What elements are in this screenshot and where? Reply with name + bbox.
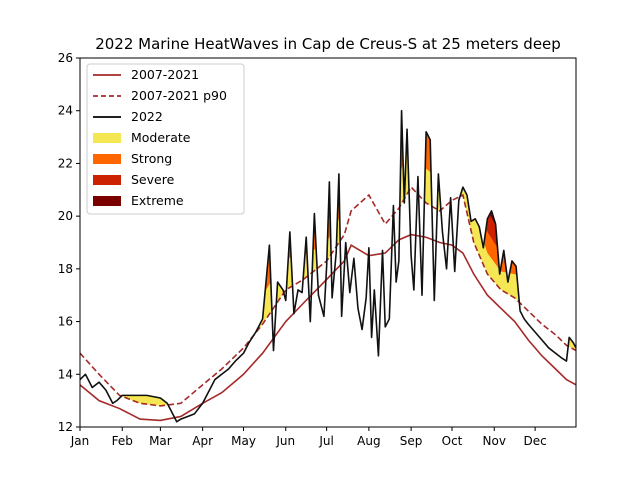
legend-box xyxy=(86,63,245,215)
legend-swatch-3 xyxy=(93,133,121,143)
x-tick-label: Nov xyxy=(483,434,506,448)
legend-label-0: 2007-2021 xyxy=(131,67,199,82)
x-tick-label: Aug xyxy=(357,434,380,448)
x-tick-label: Oct xyxy=(442,434,463,448)
series-line-climatology xyxy=(79,233,577,422)
legend-label-2: 2022 xyxy=(131,109,163,124)
y-tick-label: 14 xyxy=(58,367,73,381)
legend-label-1: 2007-2021 p90 xyxy=(131,88,227,103)
legend-label-5: Severe xyxy=(131,172,175,187)
legend-swatch-4 xyxy=(93,154,121,164)
x-tick-label: Dec xyxy=(524,434,547,448)
x-tick-label: Sep xyxy=(400,434,423,448)
legend-label-3: Moderate xyxy=(131,130,191,145)
mhw-strong-area-12 xyxy=(500,250,507,273)
plot-frame xyxy=(79,57,577,428)
x-tick-label: Mar xyxy=(149,434,172,448)
legend-swatch-5 xyxy=(93,175,121,185)
legend-label-4: Strong xyxy=(131,151,172,166)
mhw-moderate-area-2 xyxy=(276,282,284,304)
mhw-moderate-area-16 xyxy=(568,337,576,351)
legend-label-6: Extreme xyxy=(131,193,184,208)
y-tick-label: 16 xyxy=(58,315,73,329)
x-tick-label: Jan xyxy=(70,434,90,448)
x-tick-label: Jul xyxy=(318,434,333,448)
x-tick-label: Jun xyxy=(275,434,295,448)
y-tick-label: 22 xyxy=(58,156,73,170)
mhw-moderate-area-1 xyxy=(254,245,272,335)
mhw-severe-area-6 xyxy=(486,210,497,247)
y-tick-label: 20 xyxy=(58,209,73,223)
y-tick-label: 24 xyxy=(58,104,73,118)
series-line-2022 xyxy=(79,109,577,423)
legend-swatch-6 xyxy=(93,196,121,206)
y-tick-label: 18 xyxy=(58,262,73,276)
x-tick-label: May xyxy=(231,434,256,448)
x-tick-label: Apr xyxy=(192,434,213,448)
y-tick-label: 12 xyxy=(58,420,73,434)
series-line-p90 xyxy=(79,185,577,407)
chart-title: 2022 Marine HeatWaves in Cap de Creus-S … xyxy=(95,35,561,53)
legend: 2007-2021 2007-2021 p90 2022 Moderate Strong… xyxy=(86,63,245,215)
x-tick-label: Feb xyxy=(112,434,133,448)
plot-area xyxy=(79,109,577,423)
y-tick-label: 26 xyxy=(58,51,73,65)
